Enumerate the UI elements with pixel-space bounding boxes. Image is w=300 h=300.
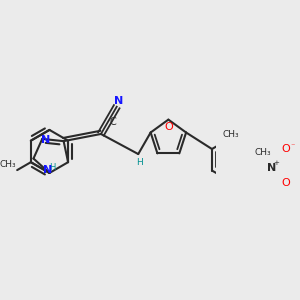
Text: N: N <box>41 135 50 145</box>
Text: N: N <box>44 165 53 175</box>
Text: O: O <box>164 122 173 132</box>
Text: N: N <box>267 163 276 173</box>
Text: O: O <box>281 178 290 188</box>
Text: N: N <box>113 96 123 106</box>
Text: H: H <box>136 158 143 167</box>
Text: CH₃: CH₃ <box>222 130 239 140</box>
Text: C: C <box>110 117 116 127</box>
Text: O: O <box>281 144 290 154</box>
Text: +: + <box>274 160 279 166</box>
Text: CH₃: CH₃ <box>255 148 272 157</box>
Text: CH₃: CH₃ <box>0 160 16 169</box>
Text: ⁻: ⁻ <box>290 142 295 151</box>
Text: H: H <box>49 163 56 172</box>
